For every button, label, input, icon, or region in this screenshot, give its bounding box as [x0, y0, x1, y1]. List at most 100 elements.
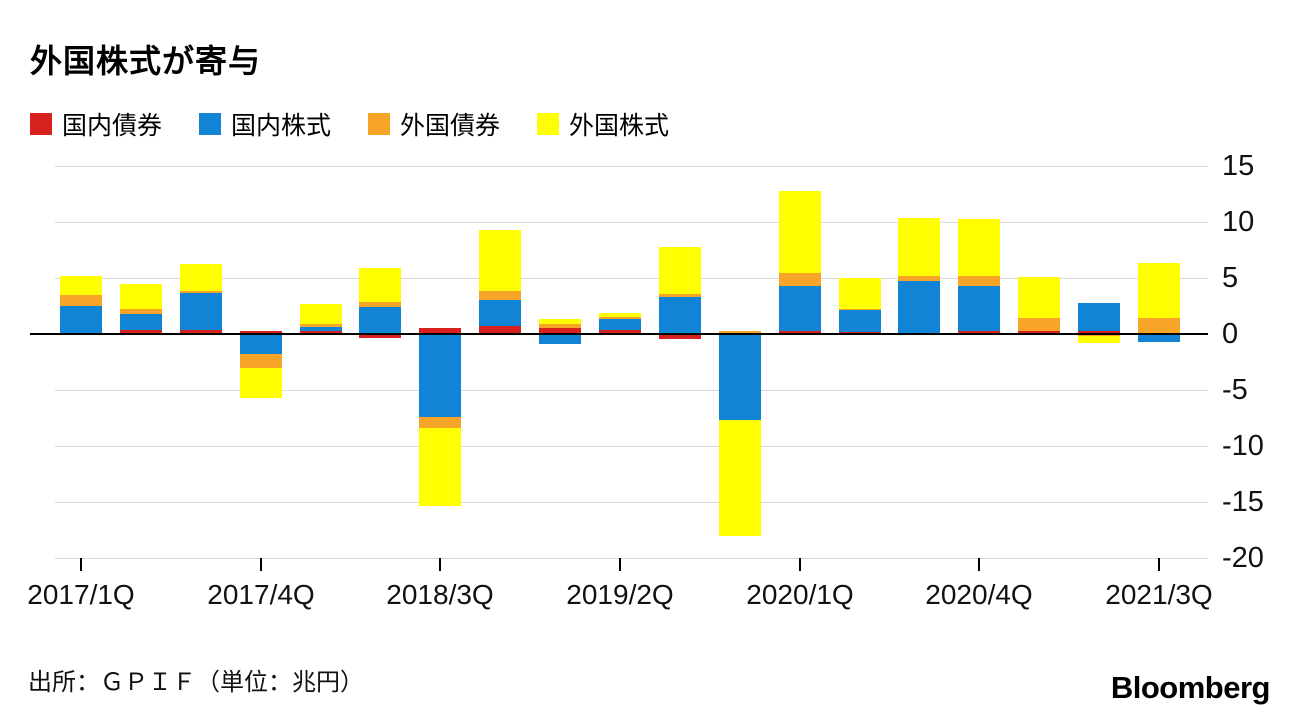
legend-swatch-icon [368, 113, 391, 135]
bar-segment [1138, 317, 1180, 334]
bar-segment [479, 300, 521, 327]
x-axis-label: 2021/3Q [1105, 579, 1213, 610]
x-axis-label: 2020/4Q [925, 579, 1033, 610]
gridline [55, 502, 1208, 503]
bar-segment [359, 306, 401, 334]
x-axis-label: 2019/2Q [566, 579, 674, 610]
bar-segment [839, 308, 881, 311]
bar-segment [479, 326, 521, 334]
bar-segment [240, 354, 282, 369]
y-axis-label: -15 [1222, 486, 1264, 518]
gridline [55, 278, 1208, 279]
legend-item: 国内株式 [199, 106, 331, 142]
bar-segment [898, 276, 940, 282]
gridline [55, 222, 1208, 223]
bar-segment [300, 326, 342, 331]
y-axis-label: 0 [1222, 318, 1239, 350]
legend-item: 外国株式 [537, 106, 669, 142]
bloomberg-logo: Bloomberg [1110, 670, 1271, 705]
bar-segment [958, 331, 1000, 334]
bar-segment [120, 308, 162, 314]
bar-segment [1078, 303, 1120, 331]
y-axis-label: -10 [1222, 430, 1264, 462]
bar-segment [719, 334, 761, 421]
bar-segment [60, 294, 102, 306]
source-note: 出所：ＧＰＩＦ（単位：兆円） [28, 669, 364, 696]
legend-item: 外国債券 [368, 106, 500, 142]
bar-segment [359, 268, 401, 303]
bar-segment [479, 230, 521, 291]
x-axis-tick [978, 558, 980, 571]
bar-segment [599, 330, 641, 334]
legend-swatch-icon [537, 113, 560, 135]
gridline [55, 446, 1208, 447]
x-axis-tick [619, 558, 621, 571]
bar-segment [898, 281, 940, 333]
bar-segment [359, 334, 401, 338]
bar-segment [419, 334, 461, 417]
bar-segment [180, 330, 222, 334]
bar-segment [240, 334, 282, 355]
bar-segment [539, 328, 581, 334]
zero-axis-line [30, 333, 1208, 335]
x-axis-tick [799, 558, 801, 571]
bar-segment [180, 264, 222, 292]
x-axis-tick [260, 558, 262, 571]
bar-segment [958, 218, 1000, 277]
legend: 国内債券 国内株式 外国債券 外国株式 [30, 106, 669, 142]
bar-segment [120, 330, 162, 334]
bar-segment [1138, 262, 1180, 318]
bar-segment [599, 318, 641, 331]
bar-segment [898, 218, 940, 277]
bar-segment [1018, 331, 1060, 334]
x-axis-label: 2017/4Q [207, 579, 315, 610]
bar-segment [1138, 334, 1180, 342]
x-axis-label: 2020/1Q [746, 579, 854, 610]
x-axis-label: 2017/1Q [27, 579, 135, 610]
bar-segment [419, 328, 461, 334]
bar-segment [419, 428, 461, 507]
legend-swatch-icon [30, 113, 52, 135]
bar-segment [359, 302, 401, 307]
bar-segment [419, 416, 461, 429]
legend-label: 外国債券 [400, 112, 501, 140]
bar-segment [599, 316, 641, 319]
bar-segment [120, 283, 162, 309]
bar-segment [1078, 336, 1120, 343]
legend-label: 国内株式 [231, 112, 332, 140]
bar-segment [60, 275, 102, 295]
bar-segment [839, 310, 881, 332]
bar-segment [1078, 330, 1120, 334]
bar-segment [1018, 318, 1060, 332]
bar-segment [659, 246, 701, 294]
y-axis-label: 10 [1222, 206, 1255, 238]
legend-swatch-icon [199, 113, 222, 135]
bar-segment [719, 331, 761, 334]
legend-label: 外国株式 [569, 112, 670, 140]
x-axis-tick [80, 558, 82, 571]
bar-segment [60, 306, 102, 334]
bar-segment [839, 331, 881, 334]
bar-segment [1018, 276, 1060, 319]
y-axis-label: 15 [1222, 150, 1255, 182]
legend-item: 国内債券 [30, 106, 162, 142]
bar-segment [659, 334, 701, 340]
bar-segment [779, 272, 821, 287]
bar-segment [599, 313, 641, 317]
bar-segment [180, 293, 222, 331]
bar-segment [958, 276, 1000, 287]
y-axis-label: -5 [1222, 374, 1248, 406]
bar-segment [539, 318, 581, 324]
bar-segment [719, 420, 761, 536]
bar-segment [479, 290, 521, 301]
bar-segment [659, 293, 701, 298]
bar-segment [300, 330, 342, 334]
bar-segment [779, 286, 821, 332]
gridline [55, 390, 1208, 391]
gridline [55, 166, 1208, 167]
y-axis-label: -20 [1222, 542, 1264, 574]
bar-segment [240, 330, 282, 334]
x-axis-tick [1158, 558, 1160, 571]
bar-segment [539, 334, 581, 344]
